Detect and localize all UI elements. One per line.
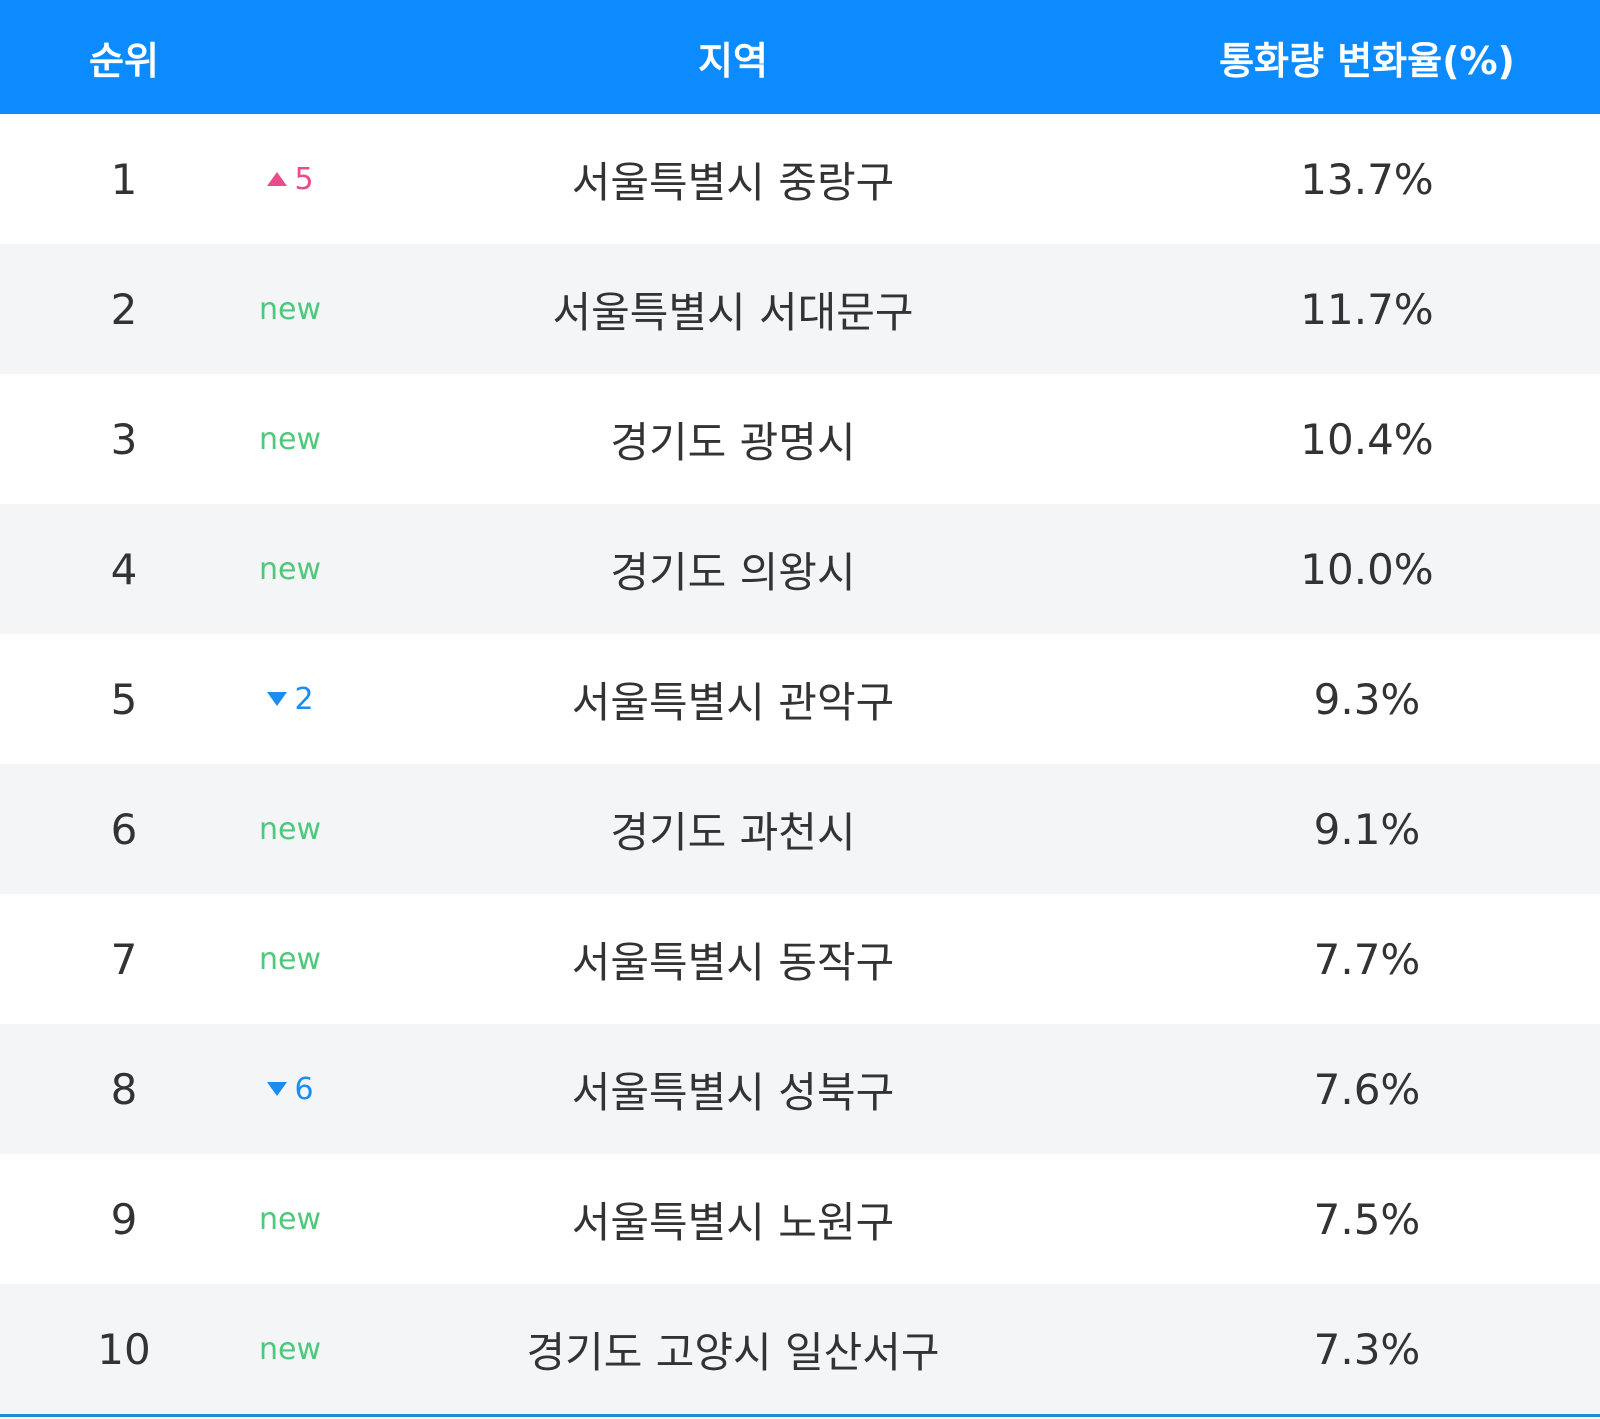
rank: 7 bbox=[110, 934, 138, 984]
region: 서울특별시 중랑구 bbox=[571, 157, 895, 207]
table-row: 10 new 경기도 고양시 일산서구 7.3% bbox=[0, 1284, 1600, 1414]
change-rate: 9.1% bbox=[1313, 804, 1421, 854]
arrow-shape bbox=[267, 692, 288, 706]
rank: 3 bbox=[110, 414, 138, 464]
change-rate: 10.0% bbox=[1300, 544, 1434, 594]
change-rate: 7.6% bbox=[1313, 1064, 1421, 1114]
region: 경기도 고양시 일산서구 bbox=[526, 1327, 940, 1377]
change-rate: 13.7% bbox=[1300, 154, 1434, 204]
table-row: 6 new 경기도 과천시 9.1% bbox=[0, 764, 1600, 894]
trend-arrow bbox=[267, 692, 288, 706]
change-text: new bbox=[258, 811, 321, 847]
region: 경기도 광명시 bbox=[610, 417, 856, 467]
change-text: 5 bbox=[294, 161, 314, 197]
rank-change: 6 bbox=[210, 1024, 370, 1154]
region: 서울특별시 성북구 bbox=[571, 1067, 895, 1117]
table-row: 8 6 서울특별시 성북구 7.6% bbox=[0, 1024, 1600, 1154]
table-row: 1 5 서울특별시 중랑구 13.7% bbox=[0, 114, 1600, 244]
rank: 10 bbox=[97, 1324, 151, 1374]
region: 서울특별시 노원구 bbox=[571, 1197, 895, 1247]
header-cell: 순위 bbox=[89, 38, 159, 83]
table-row: 9 new 서울특별시 노원구 7.5% bbox=[0, 1154, 1600, 1284]
table-row: 4 new 경기도 의왕시 10.0% bbox=[0, 504, 1600, 634]
bottom-border bbox=[0, 1414, 1600, 1417]
change-text: new bbox=[258, 1331, 321, 1367]
rank-change: new bbox=[210, 374, 370, 504]
header-cell: 통화량 변화율(%) bbox=[1219, 38, 1515, 83]
region: 서울특별시 관악구 bbox=[571, 677, 895, 727]
rank-change: new bbox=[210, 1154, 370, 1284]
change-text: new bbox=[258, 941, 321, 977]
rank-change: 5 bbox=[210, 114, 370, 244]
rank-change: 2 bbox=[210, 634, 370, 764]
rank-change: new bbox=[210, 894, 370, 1024]
rank: 2 bbox=[110, 284, 138, 334]
rank: 6 bbox=[110, 804, 138, 854]
rank: 4 bbox=[110, 544, 138, 594]
change-text: new bbox=[258, 1201, 321, 1237]
region: 서울특별시 동작구 bbox=[571, 937, 895, 987]
table-row: 3 new 경기도 광명시 10.4% bbox=[0, 374, 1600, 504]
change-rate: 11.7% bbox=[1300, 284, 1434, 334]
change-rate: 7.5% bbox=[1313, 1194, 1421, 1244]
rank-change: new bbox=[210, 244, 370, 374]
change-text: new bbox=[258, 551, 321, 587]
table-header: 순위 지역 통화량 변화율(%) bbox=[0, 0, 1600, 114]
change-text: 2 bbox=[294, 681, 314, 717]
change-rate: 9.3% bbox=[1313, 674, 1421, 724]
table-row: 5 2 서울특별시 관악구 9.3% bbox=[0, 634, 1600, 764]
trend-arrow bbox=[267, 172, 288, 186]
trend-arrow bbox=[267, 1082, 288, 1096]
arrow-shape bbox=[267, 172, 288, 186]
arrow-shape bbox=[267, 1082, 288, 1096]
change-rate: 7.7% bbox=[1313, 934, 1421, 984]
region: 서울특별시 서대문구 bbox=[552, 287, 914, 337]
rank-change: new bbox=[210, 504, 370, 634]
change-rate: 7.3% bbox=[1313, 1324, 1421, 1374]
rank-change: new bbox=[210, 1284, 370, 1414]
region: 경기도 의왕시 bbox=[610, 547, 856, 597]
change-text: new bbox=[258, 291, 321, 327]
change-text: 6 bbox=[294, 1071, 314, 1107]
table-row: 7 new 서울특별시 동작구 7.7% bbox=[0, 894, 1600, 1024]
rank: 5 bbox=[110, 674, 138, 724]
region: 경기도 과천시 bbox=[610, 807, 856, 857]
rank: 9 bbox=[110, 1194, 138, 1244]
table-row: 2 new 서울특별시 서대문구 11.7% bbox=[0, 244, 1600, 374]
rank: 8 bbox=[110, 1064, 138, 1114]
rank-change: new bbox=[210, 764, 370, 894]
rank: 1 bbox=[110, 154, 138, 204]
change-rate: 10.4% bbox=[1300, 414, 1434, 464]
change-text: new bbox=[258, 421, 321, 457]
header-cell: 지역 bbox=[698, 38, 768, 83]
